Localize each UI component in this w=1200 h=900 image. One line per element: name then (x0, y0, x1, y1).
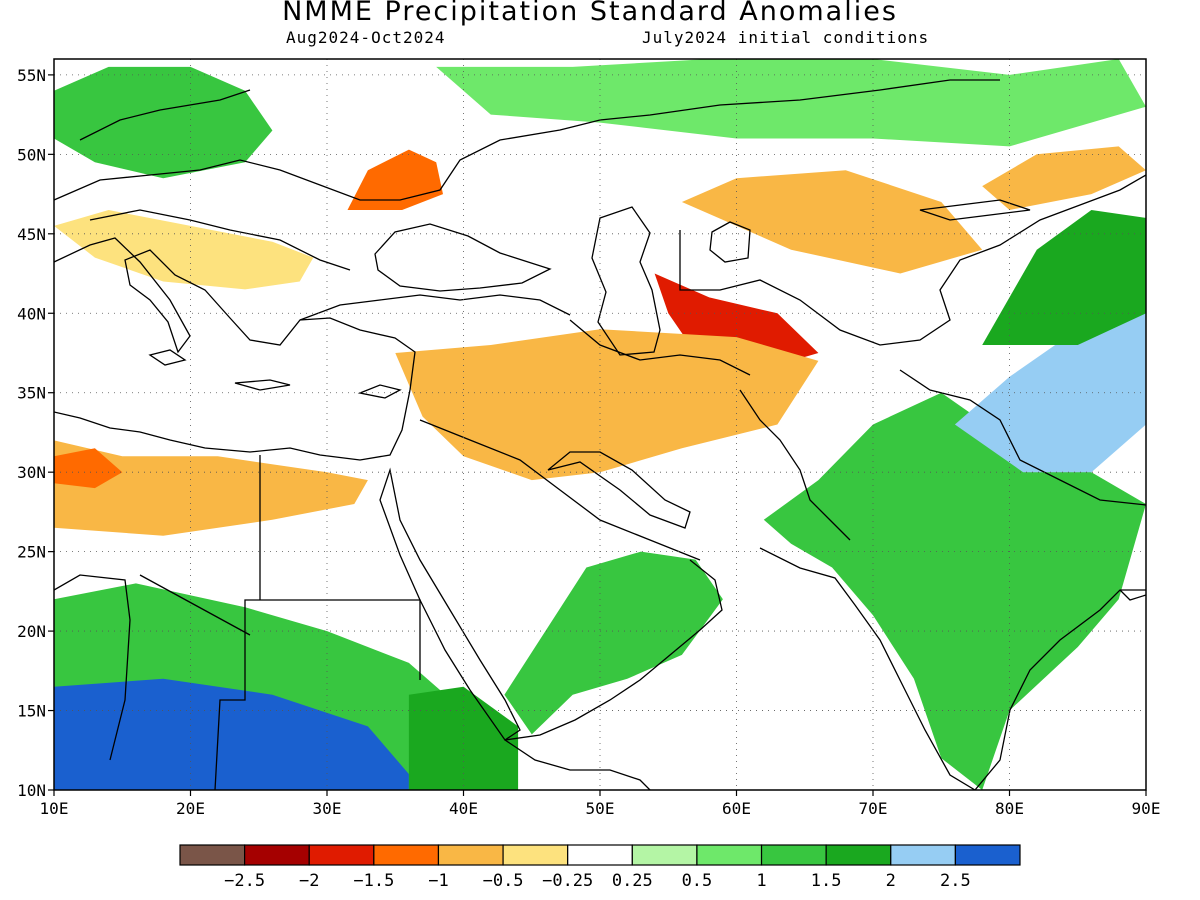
lat-tick-label: 55N (17, 66, 46, 85)
colorbar-swatch (825, 844, 892, 866)
colorbar-swatch (437, 844, 504, 866)
lat-tick-label: 40N (17, 304, 46, 323)
colorbar-label: 1 (756, 871, 766, 891)
caspian-sea-outline (591, 206, 661, 356)
europe-borders (54, 79, 1000, 271)
bengal-coast (1119, 589, 1146, 601)
anomaly-region-2 (982, 146, 1146, 210)
central-asia-border (679, 174, 1146, 346)
pakistan-afghanistan-border (739, 389, 851, 541)
levant-coast (54, 389, 411, 461)
iran-border (569, 319, 751, 376)
mediterranean-north-coast (54, 237, 416, 391)
colorbar-label: −0.5 (483, 871, 524, 891)
plot-area (54, 59, 1146, 790)
anomaly-region-8 (54, 66, 273, 179)
crete-outline (234, 379, 291, 391)
axes: 10E 20E 30E 40E 50E 60E 70E 80E 90E 10N 15N 20N 25N 3… (17, 66, 1160, 818)
initial-conditions: July2024 initial conditions (642, 28, 930, 47)
colorbar-label: 1.5 (811, 871, 842, 891)
colorbar-swatch (631, 844, 698, 866)
lon-tick-label: 90E (1132, 799, 1161, 818)
colorbar-swatch (244, 844, 310, 866)
anomaly-region-15 (54, 678, 409, 790)
africa-borders (54, 455, 421, 790)
anomaly-region-1 (681, 170, 983, 274)
colorbar-label: −2 (299, 871, 319, 891)
colorbar-label: 2.5 (940, 871, 971, 891)
colorbar-swatch (954, 844, 1021, 866)
colorbar-label: −2.5 (224, 871, 265, 891)
colorbar-swatch (890, 844, 956, 866)
anatolia-outline (299, 294, 571, 321)
anomaly-region-13 (504, 551, 723, 735)
lon-tick-label: 60E (722, 799, 751, 818)
lat-tick-label: 45N (17, 225, 46, 244)
lon-tick-label: 40E (449, 799, 478, 818)
colorbar-label: −1 (428, 871, 448, 891)
colorbar: −2.5 −2 −1.5 −1 −0.5 −0.25 0.25 0.5 1 1.5 2 2.5 (179, 844, 1021, 891)
anomaly-region-11 (954, 297, 1146, 473)
india-outline (759, 547, 1146, 790)
lat-tick-label: 15N (17, 702, 46, 721)
anomaly-region-5 (54, 440, 368, 536)
colorbar-label: −0.25 (542, 871, 593, 891)
lat-tick-label: 30N (17, 463, 46, 482)
lake-balkhash-outline (919, 199, 1031, 221)
colorbar-swatch (308, 844, 375, 866)
lat-tick-label: 50N (17, 145, 46, 164)
horn-of-africa-coast (504, 739, 651, 790)
anomaly-region-7 (54, 210, 314, 290)
anomaly-region-12 (982, 210, 1146, 345)
sicily-outline (148, 349, 187, 366)
anomaly-region-4 (395, 329, 819, 481)
country-outlines (54, 79, 1146, 790)
colorbar-swatch (567, 844, 633, 866)
arabia-north-border (419, 419, 701, 561)
anomaly-fill-layer (54, 59, 1146, 790)
anomaly-region-10 (763, 392, 1146, 790)
map-title: NMME Precipitation Standard Anomalies (282, 0, 898, 27)
lat-tick-label: 35N (17, 384, 46, 403)
arabian-south-coast (504, 559, 723, 741)
forecast-period: Aug2024-Oct2024 (286, 28, 446, 47)
colorbar-swatch (696, 844, 763, 866)
colorbar-label: −1.5 (353, 871, 394, 891)
lon-tick-label: 80E (995, 799, 1024, 818)
lon-tick-label: 70E (859, 799, 888, 818)
himalaya-border (899, 369, 1146, 506)
colorbar-swatch (760, 844, 827, 866)
colorbar-label: 0.25 (612, 871, 653, 891)
lat-tick-label: 20N (17, 622, 46, 641)
cyprus-outline (357, 384, 402, 399)
lat-tick-label: 25N (17, 543, 46, 562)
anomaly-region-6 (54, 448, 123, 489)
grid-lines (54, 59, 1146, 790)
anomaly-region-16 (408, 686, 519, 790)
colorbar-swatch (179, 844, 246, 866)
lon-tick-label: 10E (40, 799, 69, 818)
aral-sea-outline (709, 221, 751, 263)
lon-tick-label: 20E (176, 799, 205, 818)
black-sea-outline (374, 223, 552, 292)
red-sea-outline (379, 467, 521, 741)
colorbar-label: 0.5 (682, 871, 713, 891)
colorbar-swatch (502, 844, 569, 866)
lon-tick-label: 50E (586, 799, 615, 818)
anomaly-region-9 (436, 59, 1146, 147)
lon-tick-label: 30E (313, 799, 342, 818)
lat-tick-label: 10N (17, 781, 46, 800)
persian-gulf-outline (547, 451, 691, 529)
colorbar-swatch (373, 844, 440, 866)
colorbar-label: 2 (886, 871, 896, 891)
